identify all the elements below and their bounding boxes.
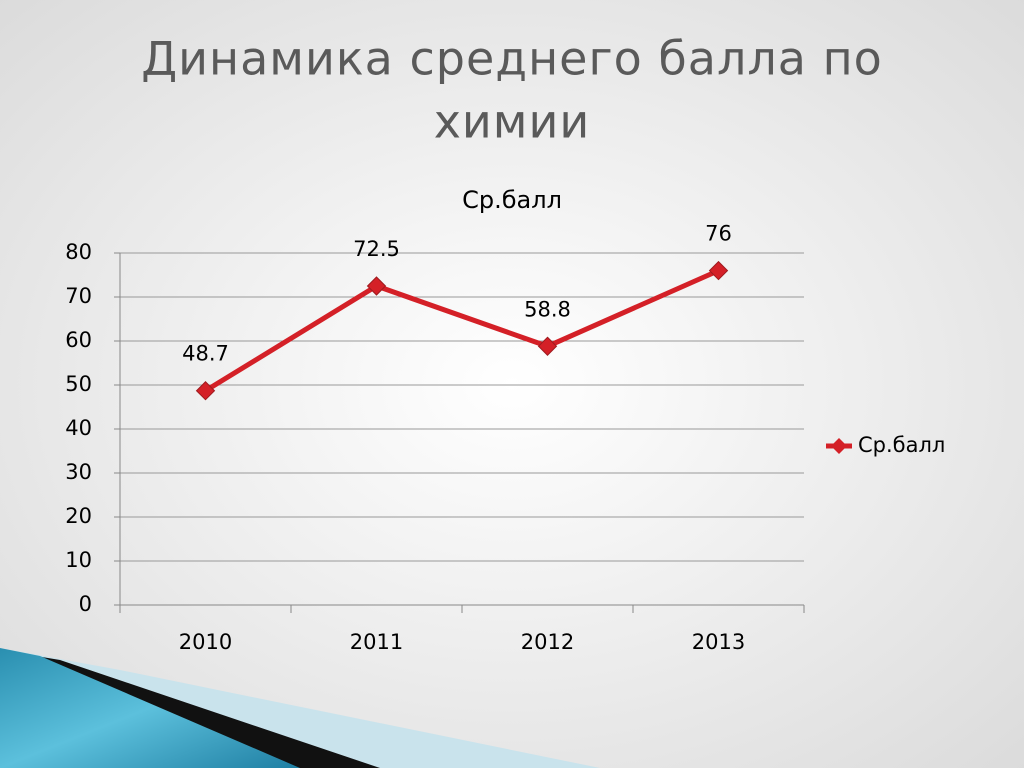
marker bbox=[195, 381, 216, 401]
y-tick-label: 20 bbox=[65, 504, 92, 528]
legend-label: Ср.балл bbox=[858, 433, 945, 457]
x-tick-label: 2011 bbox=[350, 630, 403, 654]
marker bbox=[708, 260, 729, 281]
data-label: 76 bbox=[705, 222, 732, 246]
decor-blue bbox=[0, 648, 300, 768]
marker bbox=[537, 336, 558, 356]
y-tick-label: 50 bbox=[65, 372, 92, 396]
data-label: 72.5 bbox=[353, 237, 400, 261]
line bbox=[204, 268, 720, 393]
chart-title: Ср.балл bbox=[462, 186, 562, 214]
slide-title: химии bbox=[434, 95, 591, 149]
y-tick-label: 80 bbox=[65, 240, 92, 264]
legend-marker bbox=[831, 438, 847, 454]
data-label: 48.7 bbox=[182, 342, 229, 366]
x-tick-label: 2010 bbox=[179, 630, 232, 654]
y-tick-label: 60 bbox=[65, 328, 92, 352]
marker bbox=[366, 276, 387, 296]
x-tick-label: 2012 bbox=[521, 630, 574, 654]
y-tick-label: 40 bbox=[65, 416, 92, 440]
x-tick-label: 2013 bbox=[692, 630, 745, 654]
data-label: 58.8 bbox=[524, 297, 571, 321]
y-tick-label: 0 bbox=[79, 592, 92, 616]
y-tick-label: 30 bbox=[65, 460, 92, 484]
y-tick-label: 70 bbox=[65, 284, 92, 308]
y-tick-label: 10 bbox=[65, 548, 92, 572]
slide-title: Динамика среднего балла по bbox=[141, 32, 883, 86]
